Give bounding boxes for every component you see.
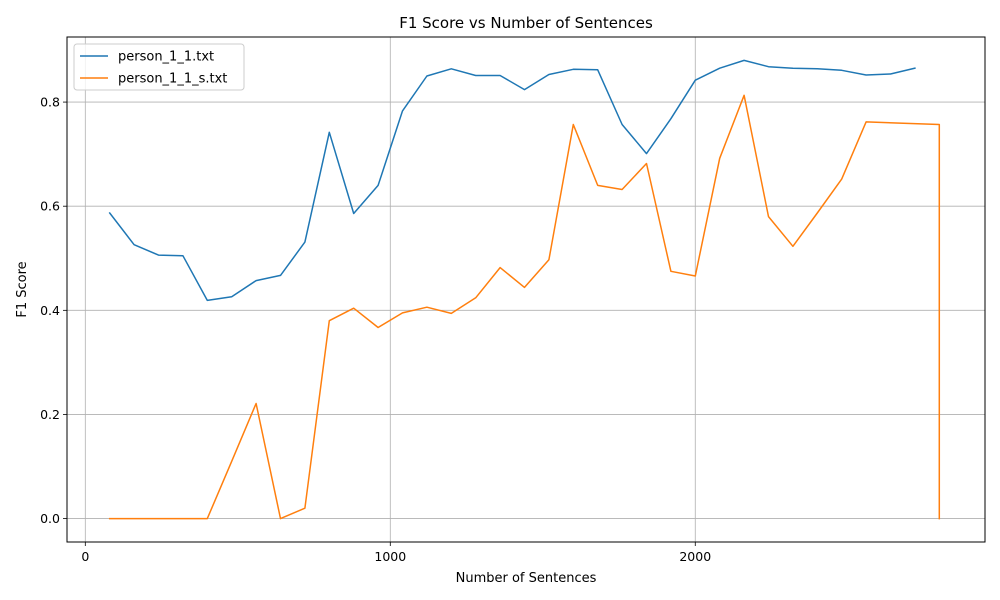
plot-frame — [66, 36, 986, 543]
legend: person_1_1.txt person_1_1_s.txt — [73, 43, 245, 91]
x-tick-label: 2000 — [679, 549, 711, 564]
x-tick-label: 1000 — [374, 549, 406, 564]
y-tick-label: 0.0 — [40, 511, 60, 526]
y-tick-label: 0.2 — [40, 407, 60, 422]
y-tick-label: 0.4 — [40, 303, 60, 318]
legend-label-person-1-1-s: person_1_1_s.txt — [118, 72, 227, 87]
chart-title: F1 Score vs Number of Sentences — [399, 14, 653, 32]
series-layer — [108, 59, 941, 520]
x-tick-label: 0 — [81, 549, 89, 564]
series-line-0 — [108, 59, 916, 302]
axis-ticks: 0 1000 2000 0.0 0.2 0.4 0.6 0.8 — [40, 95, 711, 564]
grid-lines — [67, 37, 985, 542]
series-line-1 — [108, 94, 941, 520]
y-tick-label: 0.8 — [40, 95, 60, 110]
legend-box — [73, 43, 245, 91]
y-axis-label: F1 Score — [15, 261, 30, 317]
x-axis-label: Number of Sentences — [456, 571, 597, 586]
y-tick-label: 0.6 — [40, 199, 60, 214]
legend-label-person-1-1: person_1_1.txt — [118, 50, 214, 65]
